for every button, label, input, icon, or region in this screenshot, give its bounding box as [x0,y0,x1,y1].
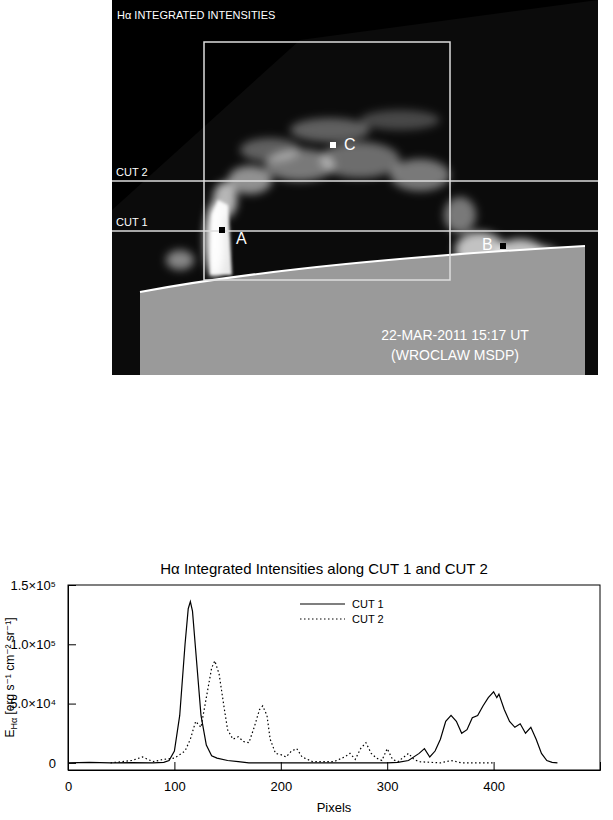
cut-line [112,230,598,232]
plot-frame [68,585,600,770]
y-tick-label: 1.0×10⁵ [10,637,56,652]
y-tick-label: 1.5×10⁵ [10,578,56,593]
solar-disk [140,246,585,375]
point-marker [330,142,336,148]
y-tick: 1.0×10⁵ [10,637,76,652]
prominence-pillar [210,200,232,275]
y-tick-mark [68,704,76,705]
point-marker [219,227,225,233]
y-axis-title: EHα [erg s⁻¹ cm⁻² sr⁻¹] [3,617,19,737]
point-label: C [344,136,356,153]
y-tick-mark [68,644,76,645]
chart: Hα Integrated Intensities along CUT 1 an… [3,560,601,815]
x-tick-label: 100 [164,779,186,794]
chart-title: Hα Integrated Intensities along CUT 1 an… [160,560,487,577]
prominence-blob [290,118,370,142]
legend: CUT 1 CUT 2 [300,598,384,625]
prominence-blob [228,166,272,194]
cut-line [112,180,598,182]
x-tick: 300 [377,762,399,794]
point-label: A [236,230,247,247]
prominence-core [210,200,232,275]
x-tick-mark [494,762,495,770]
region-box [204,42,450,280]
figure: CUT 2 CUT 1 A B C Hα INTEGRATED INTENSITIES 22… [0,0,613,820]
image-title: Hα INTEGRATED INTENSITIES [117,9,275,21]
series-line [111,661,494,763]
point-label: B [482,236,493,253]
x-tick-label: 200 [270,779,292,794]
x-tick: 100 [164,762,186,794]
y-tick: 5.0×10⁴ [10,696,76,711]
plot-lines [68,602,557,763]
x-axis: 0 100 200 300 400 [65,762,601,794]
y-tick-mark [68,763,76,764]
x-tick-mark [387,762,388,770]
series-line [68,602,557,763]
image-source: (WROCLAW MSDP) [391,347,519,363]
y-axis-line [69,586,77,771]
y-tick: 0 [49,756,76,771]
prominence-blob [320,142,400,178]
prominence-blob [444,197,476,233]
y-tick-mark [68,585,76,586]
x-tick-mark [281,762,282,770]
image-field [112,0,598,375]
x-tick-mark [174,762,175,770]
prominence-blob [390,159,450,191]
prominence-blob [240,138,300,162]
cut-label: CUT 2 [116,166,148,178]
legend-swatch [300,618,345,619]
y-axis: 0 5.0×10⁴ 1.0×10⁵ 1.5×10⁵ [10,578,76,771]
prominence-blob [166,250,194,270]
prominence-blob [360,110,440,130]
solar-limb [140,246,585,292]
x-tick-label: 0 [65,779,72,794]
legend-label: CUT 2 [352,613,384,625]
y-tick-label: 0 [49,756,56,771]
cut-label: CUT 1 [116,216,148,228]
legend-label: CUT 1 [352,598,384,610]
y-tick: 1.5×10⁵ [10,578,76,593]
x-tick-label: 400 [483,779,505,794]
point-marker [500,243,506,249]
image-panel: CUT 2 CUT 1 A B C Hα INTEGRATED INTENSITIES 22… [112,0,598,375]
image-background [112,0,598,375]
x-tick-label: 300 [377,779,399,794]
x-tick: 400 [483,762,505,794]
x-axis-title: Pixels [317,800,352,815]
legend-swatch [300,603,345,604]
y-tick-label: 5.0×10⁴ [10,696,56,711]
x-axis-line [69,762,601,771]
image-date: 22-MAR-2011 15:17 UT [381,327,529,343]
x-tick: 200 [270,762,292,794]
